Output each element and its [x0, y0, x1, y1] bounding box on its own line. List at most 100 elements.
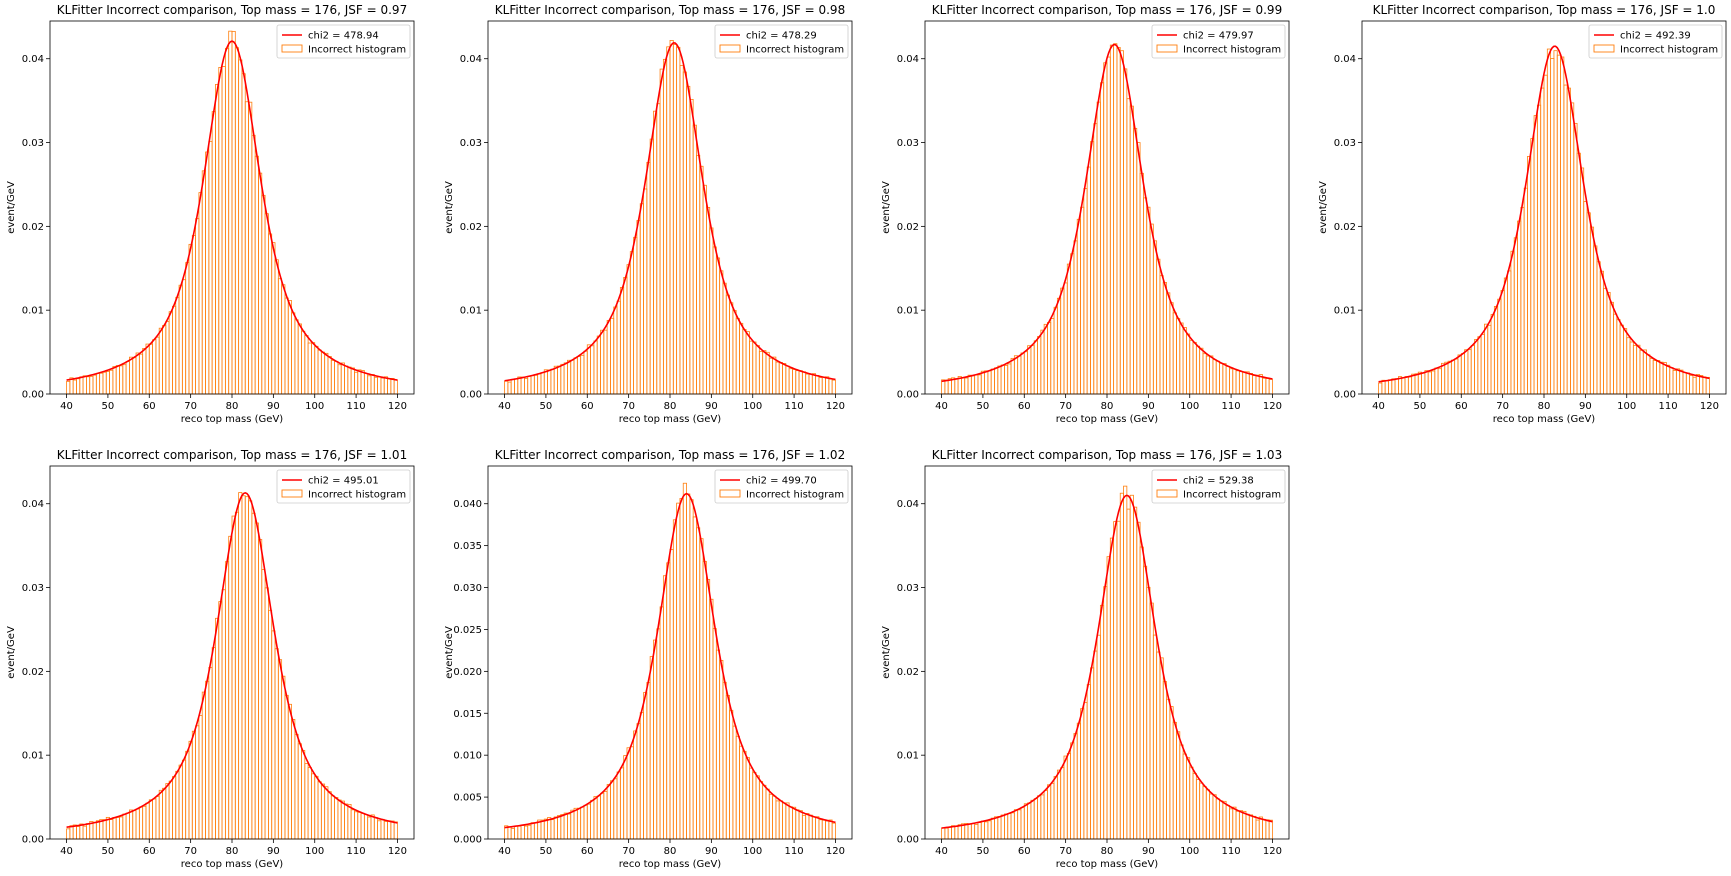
histogram-bin — [679, 65, 684, 395]
histogram-bin — [722, 681, 727, 840]
histogram-bars — [66, 30, 398, 395]
histogram-bin — [1705, 376, 1710, 395]
histogram-bin — [1411, 373, 1416, 395]
histogram-bin — [662, 575, 668, 840]
histogram-bin — [725, 695, 730, 840]
histogram-bin — [1232, 806, 1237, 840]
histogram-bin — [676, 46, 681, 395]
histogram-bin — [324, 786, 329, 840]
histogram-bin — [1199, 347, 1204, 395]
x-tick-label: 100 — [305, 846, 324, 857]
histogram-bin — [1560, 56, 1565, 395]
histogram-bin — [244, 101, 249, 395]
histogram-bin — [393, 379, 398, 395]
histogram-bin — [510, 827, 515, 840]
histogram-bin — [1431, 370, 1436, 395]
histogram-bin — [1030, 345, 1035, 395]
histogram-bin — [626, 747, 631, 840]
histogram-bin — [1493, 306, 1499, 395]
histogram-bin — [188, 740, 193, 840]
histogram-bin — [1632, 345, 1638, 395]
histogram-bin — [1404, 376, 1409, 395]
histogram-bin — [712, 246, 717, 395]
histogram-bin — [363, 814, 369, 840]
histogram-bin — [1606, 291, 1611, 395]
histogram-bin — [261, 194, 266, 395]
histogram-bin — [719, 270, 724, 395]
histogram-bin — [228, 535, 233, 840]
histogram-bin — [762, 350, 767, 395]
histogram-bin — [732, 725, 737, 840]
histogram-bin — [1020, 806, 1025, 840]
y-tick-label: 0.03 — [897, 583, 919, 594]
histogram-bin — [1497, 298, 1502, 395]
histogram-bin — [1626, 337, 1631, 395]
x-tick-label: 60 — [1018, 846, 1031, 857]
histogram-bin — [994, 816, 999, 840]
x-tick-label: 60 — [1455, 401, 1468, 412]
histogram-bin — [317, 349, 322, 395]
histogram-bin — [360, 370, 365, 395]
histogram-bin — [1510, 250, 1515, 395]
histogram-bin — [1646, 354, 1651, 395]
histogram-bin — [1424, 370, 1429, 395]
histogram-bin — [165, 321, 170, 395]
x-tick-label: 110 — [785, 846, 804, 857]
histogram-bin — [656, 628, 661, 840]
histogram-bin — [553, 816, 558, 840]
x-tick-label: 40 — [935, 401, 948, 412]
histogram-bin — [337, 364, 342, 395]
histogram-bin — [1649, 358, 1654, 395]
histogram-bin — [86, 823, 91, 840]
histogram-bin — [1576, 152, 1581, 395]
histogram-bin — [1182, 327, 1187, 395]
histogram-bin — [69, 825, 74, 840]
histogram-bin — [944, 827, 949, 840]
histogram-bin — [619, 287, 625, 395]
histogram-bin — [340, 362, 345, 395]
histogram-bin — [297, 743, 302, 840]
histogram-bin — [248, 500, 253, 840]
chart-title: KLFitter Incorrect comparison, Top mass … — [57, 448, 407, 462]
histogram-bin — [533, 374, 539, 395]
histogram-bin — [281, 675, 286, 840]
histogram-bin — [623, 276, 628, 395]
histogram-bin — [1192, 341, 1197, 395]
histogram-bin — [722, 282, 727, 395]
histogram-bin — [1176, 318, 1181, 395]
histogram-bin — [1017, 355, 1022, 395]
legend-label-histogram: Incorrect histogram — [1183, 490, 1281, 501]
histogram-bin — [122, 364, 127, 395]
histogram-bin — [281, 284, 286, 395]
histogram-bin — [997, 816, 1002, 840]
histogram-bin — [1037, 336, 1042, 395]
histogram-bin — [1613, 313, 1618, 395]
histogram-bin — [576, 356, 582, 395]
histogram-bin — [1238, 810, 1244, 840]
histogram-bin — [1460, 353, 1465, 395]
histogram-bin — [530, 822, 535, 840]
legend-label-fit: chi2 = 492.39 — [1620, 31, 1691, 42]
histogram-bin — [1066, 753, 1072, 840]
histogram-bin — [1013, 355, 1019, 395]
histogram-bin — [821, 376, 826, 395]
histogram-bin — [795, 809, 800, 840]
x-axis-label: reco top mass (GeV) — [1493, 414, 1596, 425]
legend-box — [714, 469, 849, 504]
histogram-bin — [1503, 277, 1509, 395]
histogram-bin — [367, 816, 372, 840]
histogram-bin — [234, 47, 240, 395]
histogram-bin — [1212, 794, 1217, 840]
y-tick-label: 0.02 — [22, 222, 44, 233]
histogram-bin — [1695, 374, 1700, 395]
histogram-bin — [205, 151, 210, 395]
histogram-bin — [205, 680, 210, 840]
histogram-bin — [792, 806, 797, 840]
histogram-bin — [619, 767, 625, 840]
histogram-bin — [629, 746, 634, 840]
histogram-bin — [370, 814, 375, 840]
histogram-bin — [82, 825, 87, 840]
x-tick-label: 110 — [1659, 401, 1678, 412]
histogram-bin — [1000, 814, 1005, 840]
histogram-bin — [1119, 50, 1124, 395]
